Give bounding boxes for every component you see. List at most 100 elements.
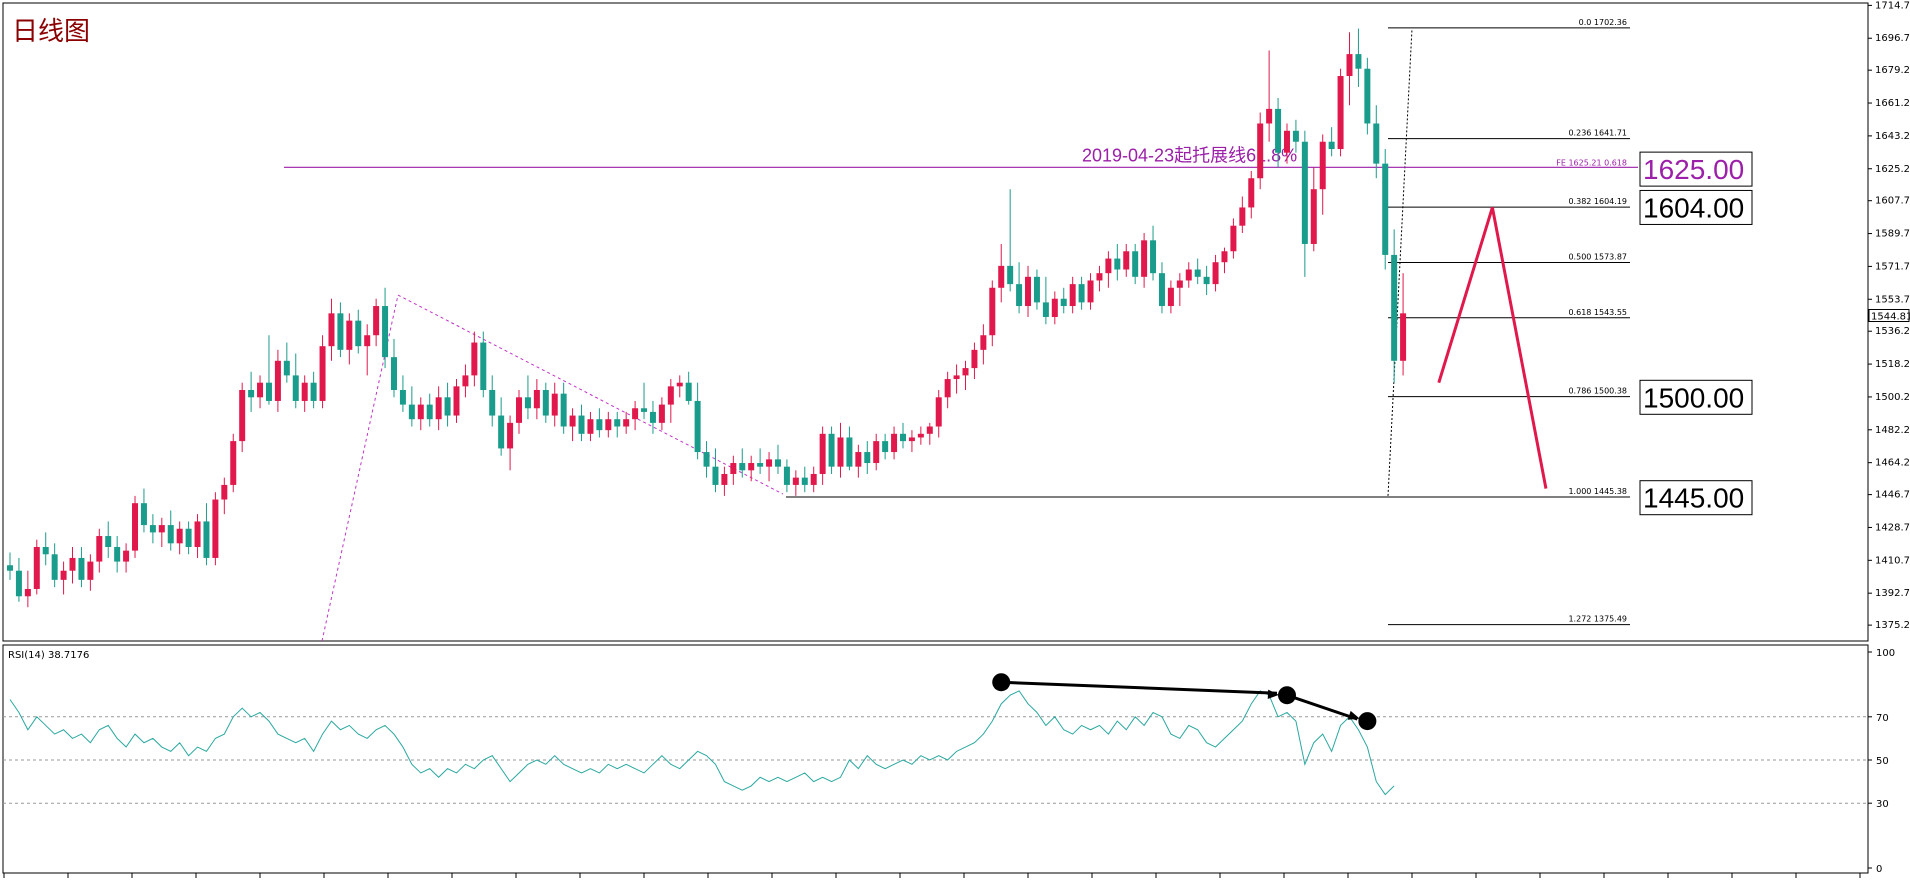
candle-body [891,433,898,453]
candle-body [149,525,156,533]
candle-body [757,463,764,467]
candle-body [667,386,674,405]
candle-body [257,382,264,398]
candle-body [694,400,701,453]
rsi-label: RSI(14) 38.7176 [8,650,89,661]
fib-level-label: 0.0 1702.36 [1579,18,1627,27]
candle-body [1087,280,1094,303]
price-tick-label: 1518.20 [1875,359,1910,370]
candle-body [221,484,228,500]
price-tick-label: 1464.20 [1875,458,1910,469]
candle-body [551,393,558,416]
candle-body [846,437,853,467]
candle-body [1319,141,1326,190]
fib-level-label: 0.786 1500.38 [1568,387,1627,396]
candle-body [328,313,335,347]
price-axis: 1714.70 1696.70 1679.20 1661.20 1643.20 1625.… [1868,0,1910,631]
candle-body [399,389,406,405]
candle-body [578,415,585,434]
candle-body [542,389,549,416]
candlestick-series [7,28,1407,608]
fib-level-label: 0.618 1543.55 [1568,308,1627,317]
candle-body [989,287,996,336]
price-label-text: 1625.00 [1643,154,1744,185]
rsi-plot-frame [2,644,1869,874]
candle-body [1176,280,1183,288]
candle-body [15,570,22,597]
price-tick-label: 1536.20 [1875,326,1910,337]
price-tick-label: 1589.70 [1875,229,1910,240]
candle-body [516,397,523,423]
candle-body [1337,76,1344,150]
support-line-label: 2019-04-23起托展线61.8% [1082,145,1297,165]
fe-level-label: FE 1625.21 0.618 [1556,159,1627,168]
candle-body [364,335,371,347]
candle-body [33,546,40,589]
price-label-box [1639,189,1753,225]
price-tick-label: 1625.20 [1875,164,1910,175]
main-plot-frame [2,2,1869,642]
fib-level-label: 0.500 1573.87 [1568,252,1627,261]
price-tick-label: 1679.20 [1875,65,1910,76]
rsi-tick-label: 50 [1876,756,1889,767]
candle-body [614,419,621,427]
candle-body [1248,178,1255,208]
rsi-divergence-arrow [1001,680,1278,695]
current-price-label: 1544.81 [1871,312,1910,323]
candle-body [748,463,755,471]
candle-body [1239,207,1246,226]
rsi-tick-label: 70 [1876,713,1889,724]
candle-body [212,499,219,558]
candle-body [1158,273,1165,307]
candle-body [248,389,255,398]
candle-body [346,320,353,350]
time-axis [3,873,1861,878]
candle-body [864,452,871,464]
candle-body [1203,276,1210,285]
candle-body [1310,189,1317,244]
candle-body [596,419,603,431]
rsi-panel: 100 70 50 30 0 [3,648,1895,875]
candle-body [435,397,442,420]
candle-body [632,408,639,420]
candle-body [524,397,531,409]
candle-body [310,382,317,401]
price-labels: 1625.00 1604.00 1500.00 1445.00 [1639,151,1753,516]
candle-body [1346,54,1353,77]
candle-body [230,441,237,485]
price-tick-label: 1714.70 [1875,0,1910,11]
candle-body [774,459,781,467]
chart-title: 日线图 [12,16,90,46]
candle-body [1382,163,1389,255]
fib-level-label: 0.382 1604.19 [1568,197,1627,206]
candle-body [96,536,103,562]
candle-body [623,419,630,427]
candle-body [60,570,67,580]
candle-body [721,473,728,485]
candle-body [792,477,799,485]
price-tick-label: 1410.70 [1875,555,1910,566]
price-tick-label: 1446.70 [1875,490,1910,501]
price-tick-label: 1500.20 [1875,392,1910,403]
candle-body [453,386,460,416]
candle-body [507,422,514,449]
candle-body [140,503,147,526]
candle-body [355,320,362,347]
candle-body [1257,123,1264,179]
candle-body [917,433,924,438]
price-tick-label: 1375.20 [1875,620,1910,631]
candle-body [114,546,121,562]
candle-body [1105,258,1112,274]
candle-body [417,404,424,420]
candle-body [962,368,969,376]
price-tick-label: 1392.70 [1875,588,1910,599]
candle-body [1194,269,1201,277]
candle-body [390,357,397,390]
candle-body [658,404,665,423]
candle-body [42,546,49,555]
candle-body [471,342,478,376]
candle-body [1373,123,1380,164]
candle-body [1069,284,1076,307]
price-tick-label: 1428.70 [1875,522,1910,533]
